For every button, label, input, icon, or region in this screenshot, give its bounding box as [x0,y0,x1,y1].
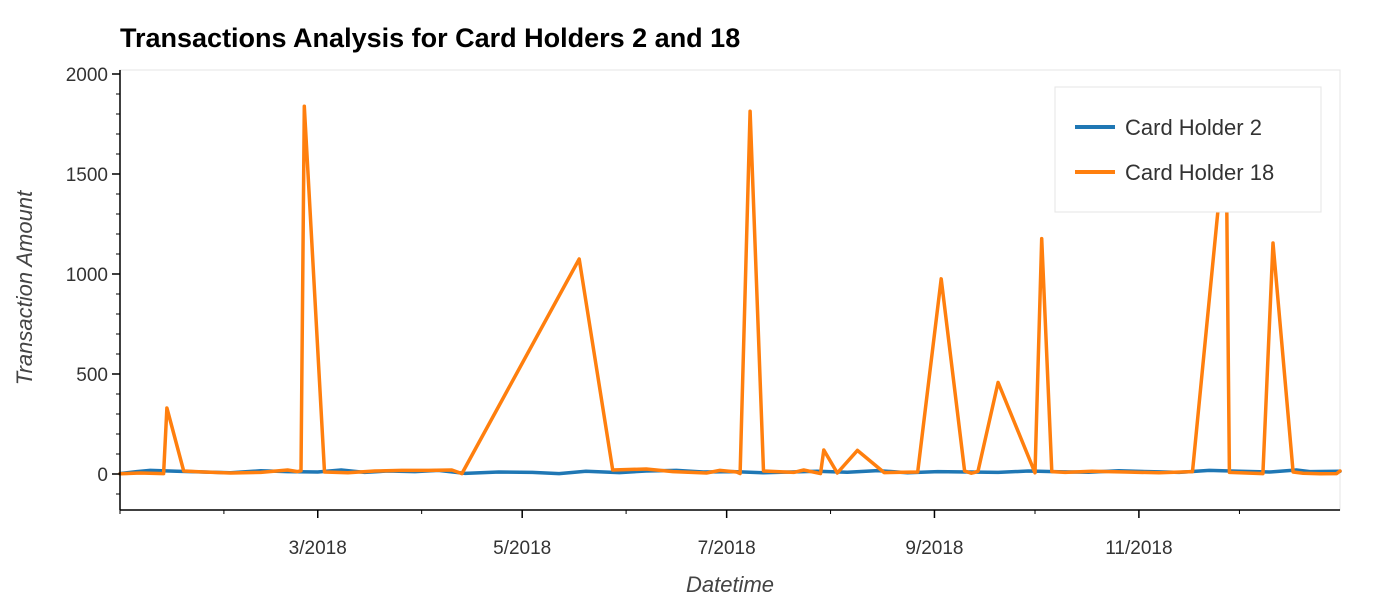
y-tick-label: 1500 [66,165,108,186]
y-tick-label: 500 [76,365,108,386]
x-tick-label: 3/2018 [289,538,347,559]
series-layer [118,104,1342,476]
series-line-card-holder-18 [118,104,1342,476]
x-tick-label: 5/2018 [493,538,551,559]
x-tick-label: 11/2018 [1105,538,1172,559]
x-axis-title: Datetime [686,572,774,597]
legend: Card Holder 2 Card Holder 18 [1054,86,1322,213]
y-tick-label: 0 [97,465,108,486]
y-tick-label: 1000 [66,265,108,286]
chart-title: Transactions Analysis for Card Holders 2… [120,23,740,53]
legend-label-card-holder-18: Card Holder 18 [1125,160,1274,185]
legend-label-card-holder-2: Card Holder 2 [1125,115,1262,140]
y-tick-label: 2000 [66,65,108,86]
legend-box [1054,86,1322,213]
x-tick-label: 7/2018 [698,538,756,559]
axis-layer: 0 500 1000 1500 2000 3/2018 5/2018 7/2018 9/2018… [66,65,1340,559]
y-axis-title: Transaction Amount [12,190,37,385]
x-tick-label: 9/2018 [905,538,963,559]
